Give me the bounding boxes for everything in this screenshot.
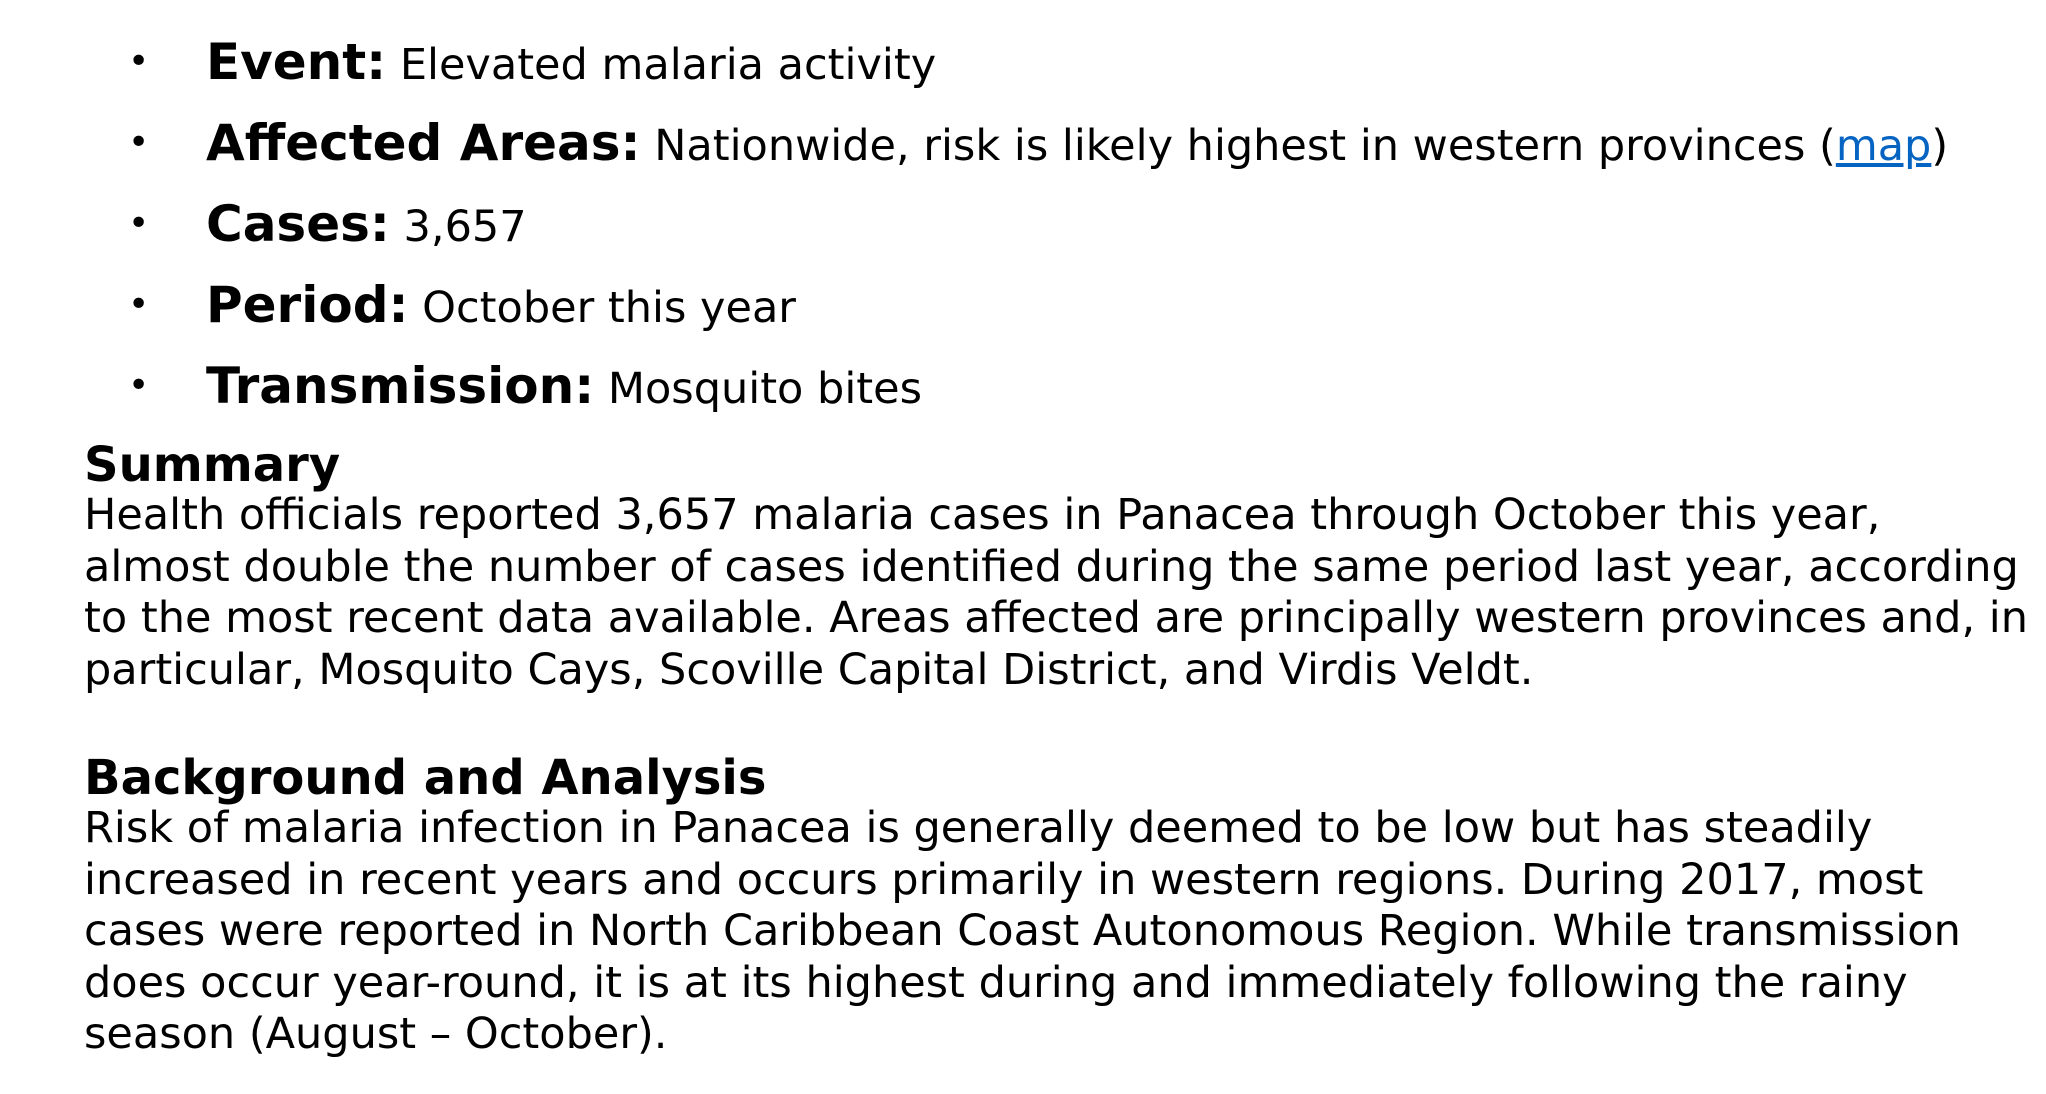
map-link[interactable]: map	[1835, 121, 1932, 171]
bullet-icon: •	[128, 365, 150, 406]
bullet-icon: •	[128, 122, 150, 163]
fact-value: Elevated malaria activity	[399, 40, 937, 90]
fact-label: Cases:	[206, 195, 390, 253]
summary-heading: Summary	[84, 437, 341, 493]
fact-value: Nationwide, risk is likely highest in we…	[654, 121, 1836, 171]
background-section: Background and Analysis Risk of malaria …	[84, 753, 2034, 1061]
fact-value-suffix: )	[1931, 121, 1949, 171]
fact-label: Event:	[206, 33, 387, 91]
bullet-icon: •	[128, 41, 150, 82]
fact-label: Affected Areas:	[206, 114, 641, 172]
background-heading: Background and Analysis	[84, 750, 767, 806]
fact-value: 3,657	[403, 202, 527, 252]
fact-value: October this year	[422, 283, 796, 333]
fact-label: Period:	[206, 276, 409, 334]
summary-section: Summary Health officials reported 3,657 …	[84, 440, 2034, 696]
summary-body: Health officials reported 3,657 malaria …	[84, 490, 2028, 695]
bullet-icon: •	[128, 284, 150, 325]
bullet-icon: •	[128, 203, 150, 244]
fact-value: Mosquito bites	[607, 364, 922, 414]
background-body: Risk of malaria infection in Panacea is …	[84, 803, 1961, 1059]
fact-label: Transmission:	[206, 357, 595, 415]
